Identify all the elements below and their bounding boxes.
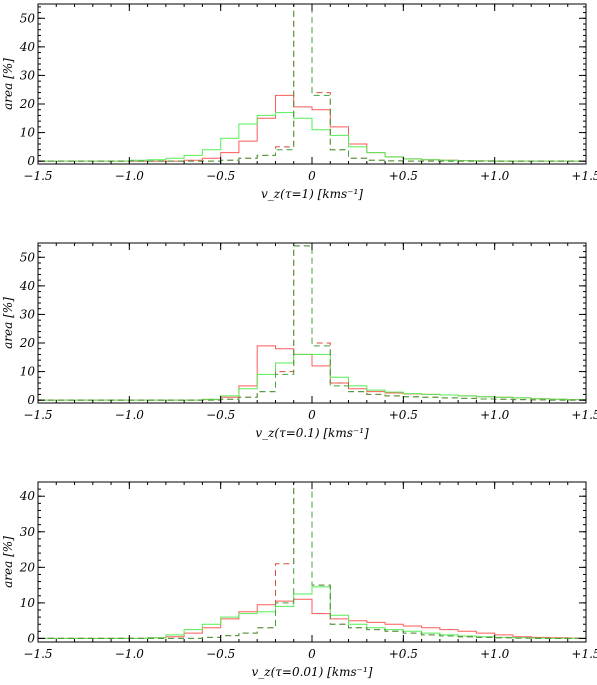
x-axis-label: v_z(τ=0.1) [kms⁻¹] [255, 426, 369, 440]
x-tick-label: +1.0 [480, 647, 510, 661]
series-line-green-dashed [38, 4, 586, 162]
series-group [38, 4, 586, 162]
x-tick-label: −0.5 [206, 169, 235, 183]
x-tick-label: +1.5 [571, 647, 597, 661]
x-tick-label: −0.5 [206, 647, 235, 661]
x-tick-label: +0.5 [389, 408, 418, 422]
x-tick-label: 0 [308, 408, 316, 422]
x-tick-label: −1.0 [115, 169, 145, 183]
y-tick-label: 0 [27, 154, 35, 168]
y-tick-label: 20 [19, 97, 36, 111]
x-axis-label: v_z(τ=0.01) [kms⁻¹] [251, 665, 372, 679]
y-tick-label: 20 [19, 336, 36, 350]
x-tick-label: 0 [308, 169, 316, 183]
x-tick-label: +1.5 [571, 169, 597, 183]
y-tick-label: 30 [20, 307, 36, 321]
x-axis-label: v_z(τ=1) [kms⁻¹] [261, 187, 363, 201]
x-tick-label: −0.5 [206, 408, 235, 422]
y-axis-label: area [%] [1, 536, 15, 588]
y-tick-label: 10 [20, 365, 36, 379]
chart-panel-2: −1.5 −1.0 −0.5 0 +0.5 +1.0 +1.5 0 10 20 30 40 50 v_z(… [1, 242, 597, 440]
series-group [38, 245, 586, 401]
x-tick-label: −1.5 [23, 169, 52, 183]
y-tick-label: 0 [27, 393, 35, 407]
x-tick-label: −1.0 [115, 647, 145, 661]
series-line-green-dashed [38, 482, 586, 639]
y-tick-label: 50 [20, 11, 36, 25]
y-tick-label: 40 [19, 40, 36, 54]
chart-panel-3: −1.5 −1.0 −0.5 0 +0.5 +1.0 +1.5 0 10 20 30 40 v_z(τ=… [1, 481, 597, 679]
y-tick-label: 30 [20, 68, 36, 82]
y-tick-label: 40 [19, 489, 36, 503]
chart-panel-1: −1.5 −1.0 −0.5 0 +0.5 +1.0 +1.5 0 10 20 30 40 50 v_z(… [1, 3, 597, 201]
y-tick-label: 40 [19, 279, 36, 293]
x-tick-label: +1.5 [571, 408, 597, 422]
x-tick-label: +0.5 [389, 169, 418, 183]
series-line-red-solid [38, 598, 586, 639]
series-group [38, 482, 586, 639]
y-axis-label: area [%] [1, 297, 15, 349]
y-tick-label: 50 [20, 250, 36, 264]
x-tick-label: −1.5 [23, 647, 52, 661]
series-line-green-dashed [38, 245, 586, 401]
x-tick-label: +1.0 [480, 169, 510, 183]
x-tick-label: −1.0 [115, 408, 145, 422]
y-tick-label: 10 [20, 126, 36, 140]
x-tick-label: +1.0 [480, 408, 510, 422]
y-tick-label: 0 [27, 631, 35, 645]
y-tick-label: 30 [20, 525, 36, 539]
x-tick-label: 0 [308, 647, 316, 661]
y-tick-label: 10 [20, 596, 36, 610]
y-axis-label: area [%] [1, 58, 15, 110]
y-tick-label: 20 [19, 560, 36, 574]
series-line-green-solid [38, 112, 586, 162]
x-tick-label: −1.5 [23, 408, 52, 422]
x-tick-label: +0.5 [389, 647, 418, 661]
